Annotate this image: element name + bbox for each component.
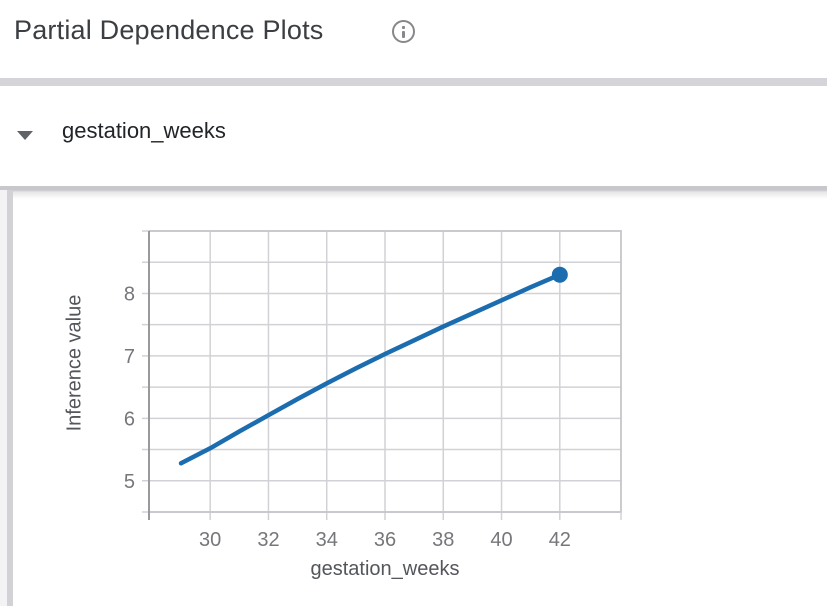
svg-text:40: 40 [490, 529, 512, 551]
svg-text:36: 36 [374, 529, 396, 551]
svg-text:6: 6 [124, 408, 135, 430]
svg-text:42: 42 [549, 529, 571, 551]
feature-name-label: gestation_weeks [62, 118, 226, 143]
page-title: Partial Dependence Plots [14, 15, 324, 45]
svg-text:7: 7 [124, 346, 135, 368]
info-icon[interactable] [392, 20, 415, 43]
y-axis-title: Inference value [63, 294, 86, 432]
section-divider [0, 186, 827, 199]
left-rail-strip [7, 190, 13, 606]
pdp-endpoint-marker [551, 266, 568, 283]
svg-text:30: 30 [199, 529, 221, 551]
info-icon-stem [402, 30, 405, 38]
caret-down-icon[interactable] [17, 131, 33, 140]
info-icon-dot [402, 25, 405, 29]
pdp-line [178, 272, 563, 466]
left-rail [0, 190, 7, 606]
title-divider [0, 78, 827, 86]
svg-text:5: 5 [124, 471, 135, 493]
svg-text:32: 32 [257, 529, 279, 551]
svg-text:38: 38 [432, 529, 454, 551]
svg-text:8: 8 [124, 283, 135, 305]
x-axis-title: gestation_weeks [310, 558, 460, 580]
svg-text:34: 34 [316, 529, 338, 551]
